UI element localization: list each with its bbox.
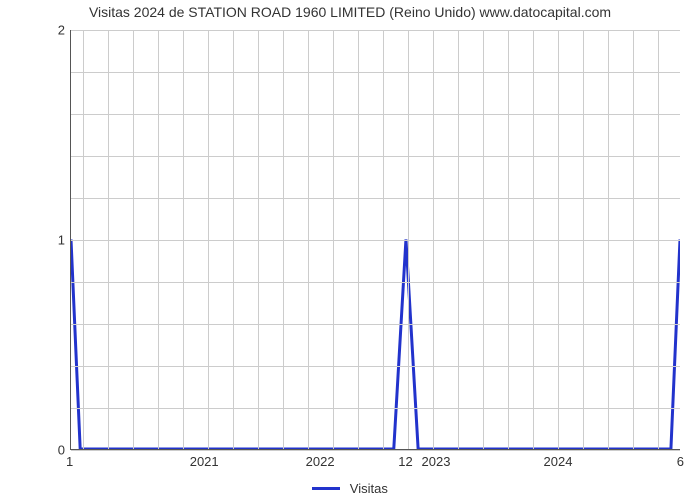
chart-title: Visitas 2024 de STATION ROAD 1960 LIMITE…: [0, 0, 700, 20]
gridline-v: [183, 30, 184, 449]
gridline-v: [383, 30, 384, 449]
gridline-v: [533, 30, 534, 449]
gridline-h-major: [71, 240, 680, 241]
visits-line: [71, 240, 680, 450]
gridline-h-minor: [71, 114, 680, 115]
gridline-h-minor: [71, 366, 680, 367]
y-tick-label: 1: [45, 233, 65, 248]
y-tick-label: 0: [45, 443, 65, 458]
gridline-v: [258, 30, 259, 449]
gridline-v: [158, 30, 159, 449]
gridline-h-minor: [71, 324, 680, 325]
gridline-v: [433, 30, 434, 449]
gridline-v: [83, 30, 84, 449]
gridline-v: [108, 30, 109, 449]
chart-container: Visitas 2024 de STATION ROAD 1960 LIMITE…: [0, 0, 700, 500]
gridline-v: [308, 30, 309, 449]
gridline-h-minor: [71, 72, 680, 73]
gridline-h-major: [71, 450, 680, 451]
x-axis-mid-label: 12: [398, 454, 412, 469]
x-tick-label: 2023: [422, 454, 451, 469]
gridline-v: [508, 30, 509, 449]
gridline-v: [283, 30, 284, 449]
gridline-v: [133, 30, 134, 449]
gridline-v: [408, 30, 409, 449]
gridline-v: [483, 30, 484, 449]
gridline-v: [233, 30, 234, 449]
x-tick-label: 2022: [306, 454, 335, 469]
gridline-v: [333, 30, 334, 449]
gridline-v: [658, 30, 659, 449]
x-axis-start-label: 1: [66, 454, 73, 469]
gridline-h-major: [71, 30, 680, 31]
legend-label: Visitas: [350, 481, 388, 496]
legend: Visitas: [0, 480, 700, 496]
gridline-v: [583, 30, 584, 449]
gridline-v: [208, 30, 209, 449]
gridline-v: [458, 30, 459, 449]
gridline-h-minor: [71, 408, 680, 409]
gridline-h-minor: [71, 282, 680, 283]
gridline-v: [633, 30, 634, 449]
y-tick-label: 2: [45, 23, 65, 38]
gridline-h-minor: [71, 156, 680, 157]
gridline-v: [608, 30, 609, 449]
gridline-v: [558, 30, 559, 449]
legend-swatch: [312, 487, 340, 490]
x-tick-label: 2021: [190, 454, 219, 469]
x-tick-label: 2024: [544, 454, 573, 469]
plot-area: [70, 30, 680, 450]
gridline-h-minor: [71, 198, 680, 199]
gridline-v: [358, 30, 359, 449]
x-axis-end-label: 6: [677, 454, 684, 469]
